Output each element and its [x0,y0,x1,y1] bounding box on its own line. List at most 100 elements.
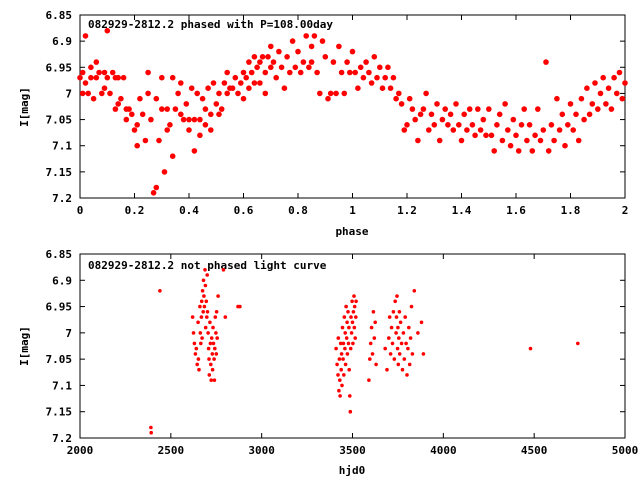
data-point [178,80,184,86]
data-point [412,116,419,123]
data-point [215,336,219,340]
data-point [342,373,346,377]
data-point [415,137,421,144]
data-point [265,54,271,60]
y-tick-label: 7.05 [46,353,73,366]
data-point [148,116,154,123]
x-tick-label: 3000 [248,444,275,457]
data-point [123,116,130,123]
data-point [107,90,113,97]
x-tick-label: 1 [349,204,356,217]
data-point [93,74,100,81]
data-point [597,90,604,97]
data-point [344,304,348,309]
x-tick-label: 0.6 [234,204,254,217]
data-point [491,148,498,154]
data-point [336,373,340,377]
data-point [278,64,285,71]
data-point [262,90,269,97]
data-point [399,341,404,346]
data-point [82,33,89,39]
data-point [575,137,582,144]
data-point [417,111,424,118]
data-point [212,378,217,383]
data-point [115,74,121,81]
data-point [158,289,162,293]
data-point [200,289,205,293]
data-point [529,148,536,154]
data-point [213,315,218,319]
data-point [257,80,263,86]
data-point [374,74,380,81]
data-point [390,341,395,346]
data-point [398,320,403,325]
y-axis: 6.85 6.9 6.95 7 7.05 7.1 7.15 7.2 [46,248,625,445]
data-point [347,69,353,76]
y-tick-label: 7.2 [52,432,72,445]
data-point [199,95,206,102]
data-point [232,74,239,81]
data-point [209,362,213,367]
data-point [392,357,397,361]
data-point [246,59,252,65]
data-point [308,59,315,65]
data-point [88,64,94,71]
x-axis: 2000 2500 3000 3500 4000 4500 5000 [67,254,638,457]
data-point [85,90,91,97]
data-point [341,357,345,361]
data-point [207,373,212,377]
x-tick-label: 0.8 [288,204,308,217]
data-point [120,74,127,81]
data-point [600,74,606,81]
x-tick-label: 4000 [430,444,457,457]
data-point [235,90,241,97]
data-point [208,320,212,325]
data-point [346,341,351,346]
data-point [559,111,566,118]
x-tick-label: 2000 [67,444,94,457]
data-point [142,137,149,144]
data-point [137,95,143,102]
data-point [101,85,108,91]
data-point [149,425,153,430]
data-point [337,357,342,361]
data-point [348,409,353,414]
data-point [390,74,397,81]
data-point [193,352,198,356]
data-point [221,80,228,86]
data-point [243,74,249,81]
data-point [374,362,378,367]
data-point [393,299,398,304]
data-point [360,74,367,81]
data-point [79,69,86,76]
data-point [352,294,356,298]
data-point [528,346,533,351]
data-point [608,106,615,112]
data-point [355,85,361,91]
data-point [400,367,405,372]
data-point [214,352,219,356]
data-point [505,127,511,133]
data-point [344,336,349,340]
data-point [240,95,247,102]
data-point [387,315,392,319]
data-point [573,111,579,118]
data-point [420,106,427,112]
y-tick-label: 6.85 [46,248,73,261]
data-point [619,95,626,102]
x-tick-label: 1.4 [452,204,472,217]
data-point [109,69,116,76]
data-point [396,325,400,330]
data-point [396,90,402,97]
data-point [545,148,552,154]
data-point [366,69,372,76]
data-point [352,69,359,76]
data-point [603,101,609,107]
data-point [416,331,420,335]
data-point [159,74,165,81]
x-tick-label: 0.4 [179,204,199,217]
data-point [115,101,121,107]
data-point [317,90,323,97]
data-point [616,69,623,76]
data-point [194,346,199,351]
